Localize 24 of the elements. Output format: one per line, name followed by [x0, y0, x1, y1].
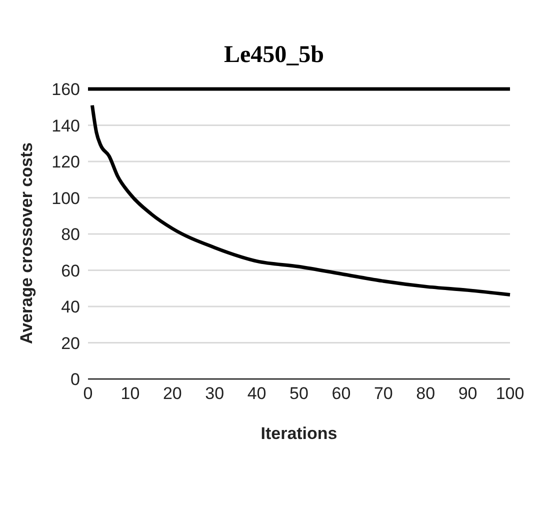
y-tick-label: 100: [52, 188, 80, 208]
x-tick-label: 0: [83, 384, 93, 404]
x-tick-label: 10: [120, 384, 140, 404]
x-tick-label: 30: [205, 384, 224, 404]
chart-title: Le450_5b: [222, 42, 325, 69]
line-series: [90, 104, 512, 296]
x-tick-label: 20: [162, 384, 182, 404]
x-tick-label: 100: [496, 384, 524, 404]
y-tick-label: 160: [52, 80, 80, 100]
x-tick-label: 80: [416, 384, 436, 404]
y-axis-title: Average crossover costs: [17, 142, 36, 344]
y-tick-label: 0: [70, 370, 80, 390]
y-tick-label: 20: [61, 334, 80, 353]
x-tick-label: 40: [247, 384, 266, 404]
y-tick-label: 60: [61, 261, 80, 280]
x-tick-label: 50: [290, 384, 308, 404]
y-tick-label: 80: [61, 225, 80, 244]
x-tick-label: 90: [458, 384, 478, 404]
x-tick-label: 60: [332, 384, 351, 404]
y-tick-label: 40: [61, 298, 80, 317]
x-tick-label: 70: [374, 384, 393, 404]
x-axis-title: Iterations: [260, 424, 338, 443]
y-tick-label: 120: [52, 152, 80, 172]
y-tick-label: 140: [52, 116, 80, 136]
